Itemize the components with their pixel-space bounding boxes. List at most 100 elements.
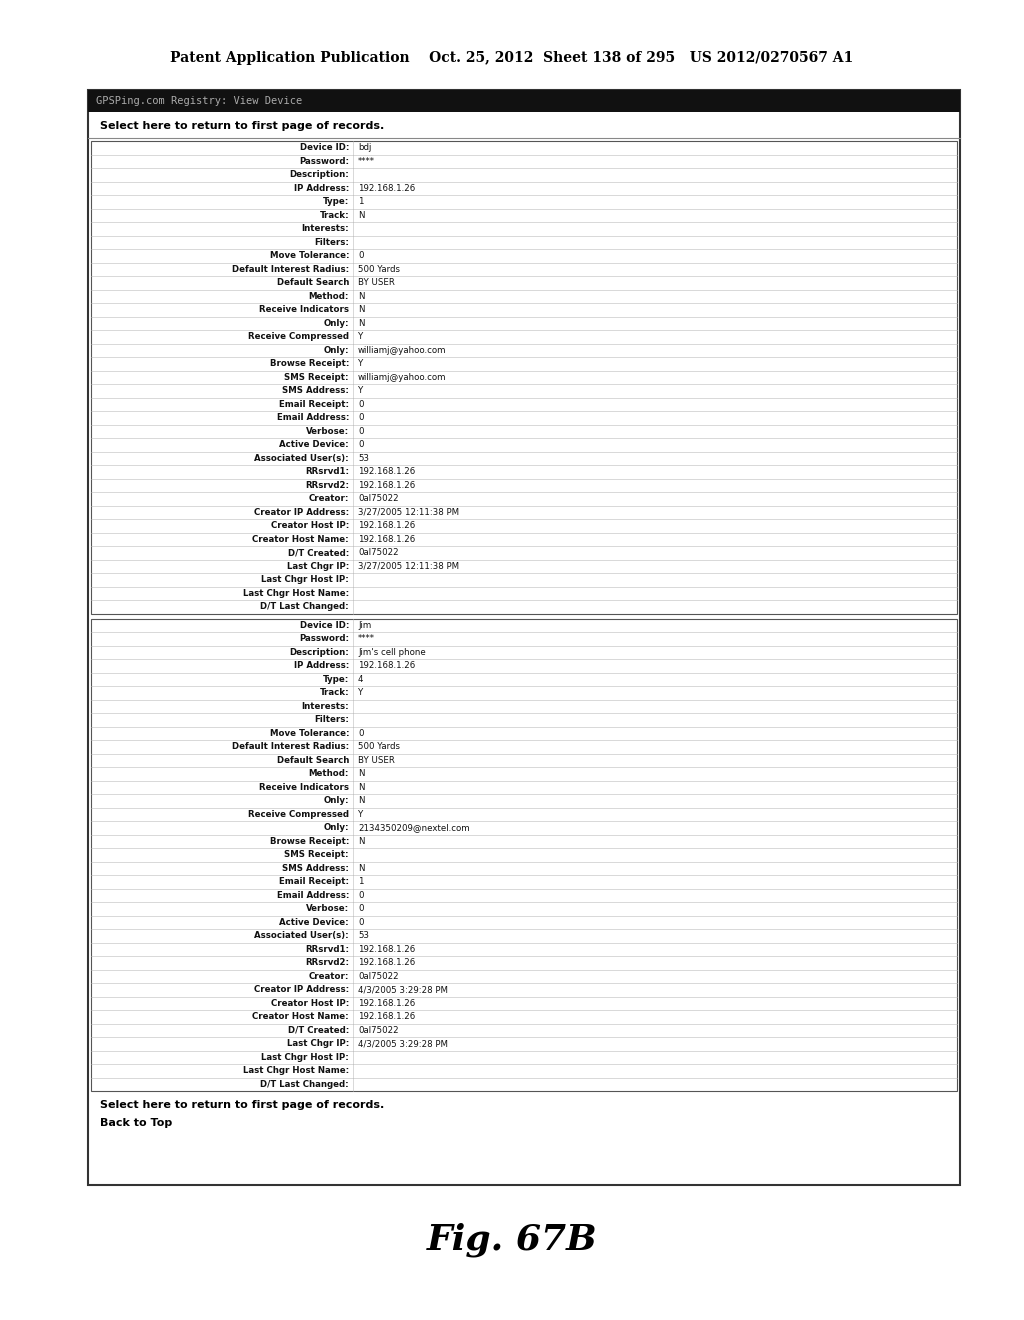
Text: Y: Y (358, 359, 364, 368)
Text: Associated User(s):: Associated User(s): (254, 931, 349, 940)
Text: Y: Y (358, 809, 364, 818)
Text: Email Receipt:: Email Receipt: (279, 878, 349, 886)
Text: RRsrvd2:: RRsrvd2: (305, 480, 349, 490)
Text: N: N (358, 770, 365, 779)
Text: Receive Indicators: Receive Indicators (259, 305, 349, 314)
Text: 192.168.1.26: 192.168.1.26 (358, 945, 416, 954)
Text: Default Interest Radius:: Default Interest Radius: (231, 742, 349, 751)
Text: 0: 0 (358, 400, 364, 409)
Text: 0: 0 (358, 413, 364, 422)
Text: 3/27/2005 12:11:38 PM: 3/27/2005 12:11:38 PM (358, 562, 459, 570)
Text: Email Address:: Email Address: (276, 413, 349, 422)
Text: Default Search: Default Search (276, 279, 349, 288)
Text: Device ID:: Device ID: (300, 144, 349, 152)
Text: 192.168.1.26: 192.168.1.26 (358, 521, 416, 531)
Bar (91, 619, 957, 1092)
Text: N: N (358, 318, 365, 327)
Bar (88, 90, 961, 112)
Text: Verbose:: Verbose: (306, 904, 349, 913)
Text: bdj: bdj (358, 144, 372, 152)
Text: Creator Host IP:: Creator Host IP: (270, 999, 349, 1007)
Text: N: N (358, 863, 365, 873)
Text: 0al75022: 0al75022 (358, 972, 398, 981)
Text: Interests:: Interests: (301, 702, 349, 710)
Text: Last Chgr Host IP:: Last Chgr Host IP: (261, 576, 349, 585)
Text: Creator Host IP:: Creator Host IP: (270, 521, 349, 531)
Text: Interests:: Interests: (301, 224, 349, 234)
Text: 53: 53 (358, 931, 369, 940)
Text: Last Chgr Host Name:: Last Chgr Host Name: (243, 589, 349, 598)
Text: D/T Last Changed:: D/T Last Changed: (260, 1080, 349, 1089)
Text: Email Address:: Email Address: (276, 891, 349, 900)
Text: GPSPing.com Registry: View Device: GPSPing.com Registry: View Device (96, 96, 302, 106)
Text: N: N (358, 837, 365, 846)
Text: D/T Last Changed:: D/T Last Changed: (260, 602, 349, 611)
Text: 0al75022: 0al75022 (358, 1026, 398, 1035)
Text: IP Address:: IP Address: (294, 183, 349, 193)
Text: Type:: Type: (323, 197, 349, 206)
Text: N: N (358, 305, 365, 314)
Text: Track:: Track: (319, 211, 349, 219)
Text: 0: 0 (358, 891, 364, 900)
Text: Browse Receipt:: Browse Receipt: (269, 359, 349, 368)
Text: D/T Created:: D/T Created: (288, 548, 349, 557)
Text: 2134350209@nextel.com: 2134350209@nextel.com (358, 824, 470, 832)
Text: Last Chgr IP:: Last Chgr IP: (287, 1039, 349, 1048)
Text: Last Chgr Host Name:: Last Chgr Host Name: (243, 1067, 349, 1076)
Text: 0: 0 (358, 917, 364, 927)
Text: Default Interest Radius:: Default Interest Radius: (231, 265, 349, 273)
Text: 0: 0 (358, 426, 364, 436)
Text: Type:: Type: (323, 675, 349, 684)
Text: 192.168.1.26: 192.168.1.26 (358, 183, 416, 193)
Text: BY USER: BY USER (358, 756, 395, 764)
Text: Device ID:: Device ID: (300, 620, 349, 630)
Text: Y: Y (358, 688, 364, 697)
Text: 0: 0 (358, 904, 364, 913)
Text: Jim's cell phone: Jim's cell phone (358, 648, 426, 657)
Text: 4: 4 (358, 675, 364, 684)
Text: SMS Address:: SMS Address: (283, 863, 349, 873)
Text: Y: Y (358, 387, 364, 395)
Text: Only:: Only: (324, 318, 349, 327)
Text: Email Receipt:: Email Receipt: (279, 400, 349, 409)
Text: Creator Host Name:: Creator Host Name: (252, 535, 349, 544)
Text: N: N (358, 211, 365, 219)
Text: Method:: Method: (308, 292, 349, 301)
Text: Default Search: Default Search (276, 756, 349, 764)
Text: Fig. 67B: Fig. 67B (427, 1222, 597, 1257)
Text: Last Chgr IP:: Last Chgr IP: (287, 562, 349, 570)
Text: Creator IP Address:: Creator IP Address: (254, 985, 349, 994)
Text: BY USER: BY USER (358, 279, 395, 288)
Text: 192.168.1.26: 192.168.1.26 (358, 958, 416, 968)
Text: N: N (358, 796, 365, 805)
Text: Active Device:: Active Device: (280, 441, 349, 449)
Text: RRsrvd1:: RRsrvd1: (305, 945, 349, 954)
Text: Creator:: Creator: (308, 494, 349, 503)
Text: 1: 1 (358, 878, 364, 886)
Text: Receive Compressed: Receive Compressed (248, 333, 349, 342)
Text: 1: 1 (358, 197, 364, 206)
Text: 53: 53 (358, 454, 369, 463)
Text: RRsrvd1:: RRsrvd1: (305, 467, 349, 477)
Text: Select here to return to first page of records.: Select here to return to first page of r… (100, 1100, 384, 1110)
Text: 192.168.1.26: 192.168.1.26 (358, 1012, 416, 1022)
Text: williamj@yahoo.com: williamj@yahoo.com (358, 372, 446, 381)
Text: 192.168.1.26: 192.168.1.26 (358, 661, 416, 671)
Text: Verbose:: Verbose: (306, 426, 349, 436)
Text: SMS Address:: SMS Address: (283, 387, 349, 395)
Text: Back to Top: Back to Top (100, 1118, 172, 1129)
Text: 500 Yards: 500 Yards (358, 265, 400, 273)
Text: IP Address:: IP Address: (294, 661, 349, 671)
Text: 0al75022: 0al75022 (358, 494, 398, 503)
Text: N: N (358, 783, 365, 792)
Text: 192.168.1.26: 192.168.1.26 (358, 999, 416, 1007)
Text: Creator:: Creator: (308, 972, 349, 981)
Text: Method:: Method: (308, 770, 349, 779)
Text: Creator IP Address:: Creator IP Address: (254, 508, 349, 516)
Text: D/T Created:: D/T Created: (288, 1026, 349, 1035)
Text: Creator Host Name:: Creator Host Name: (252, 1012, 349, 1022)
Text: 500 Yards: 500 Yards (358, 742, 400, 751)
Text: ****: **** (358, 634, 375, 643)
Text: Only:: Only: (324, 346, 349, 355)
Text: Move Tolerance:: Move Tolerance: (269, 729, 349, 738)
